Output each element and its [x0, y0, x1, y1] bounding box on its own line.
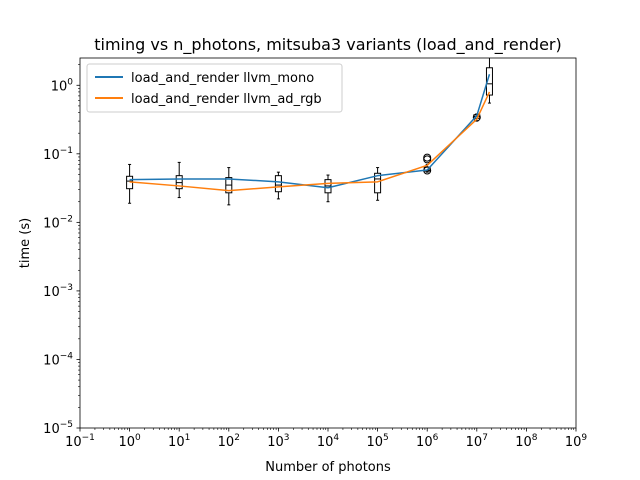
tick-label-exponent: 6 — [433, 433, 439, 443]
boxplot — [175, 161, 183, 199]
x-axis-label: Number of photons — [265, 460, 391, 475]
tick-label-base: 10 — [366, 435, 383, 450]
boxplot — [225, 167, 233, 206]
tick-label-base: 10 — [118, 435, 135, 450]
tick-label-exponent: −4 — [60, 351, 74, 361]
series-line-2 — [129, 91, 491, 192]
x-tick-label: 106 — [416, 433, 439, 450]
y-axis-label: time (s) — [18, 218, 33, 268]
tick-label-base: 10 — [65, 435, 82, 450]
tick-label-exponent: 2 — [234, 433, 240, 443]
chart-title: timing vs n_photons, mitsuba3 variants (… — [94, 35, 561, 55]
boxplot — [274, 171, 282, 200]
tick-label-exponent: 4 — [333, 433, 339, 443]
x-tick-label: 108 — [515, 433, 538, 450]
boxplot-outlier — [423, 153, 432, 162]
tick-label-exponent: −1 — [82, 433, 95, 443]
tick-label-exponent: −5 — [60, 420, 73, 430]
y-tick-label: 100 — [51, 77, 74, 94]
x-tick-label: 102 — [218, 433, 240, 450]
tick-label-exponent: −2 — [60, 214, 73, 224]
boxplot — [374, 167, 382, 201]
boxplot-box — [274, 175, 282, 193]
boxplot — [126, 163, 134, 204]
tick-label-exponent: 5 — [383, 433, 389, 443]
boxplot-box — [374, 172, 382, 194]
tick-label-base: 10 — [565, 435, 582, 450]
legend: load_and_render llvm_mono load_and_render… — [86, 63, 343, 113]
x-tick-label: 104 — [317, 433, 340, 450]
y-tick-label: 10−4 — [43, 351, 73, 368]
tick-label-base: 10 — [218, 435, 235, 450]
y-tick-label: 10−1 — [43, 146, 73, 163]
x-tick-label: 107 — [466, 433, 488, 450]
tick-label-base: 10 — [43, 422, 60, 437]
y-tick-label: 10−3 — [43, 283, 73, 300]
tick-label-exponent: 8 — [532, 433, 538, 443]
tick-label-base: 10 — [43, 216, 60, 231]
plot-area: 10−1 100 101 102 103 104 105 106 107 108 10910−510… — [43, 57, 587, 450]
legend-frame — [86, 63, 343, 113]
legend-label-1: load_and_render llvm_mono — [131, 71, 314, 86]
tick-label-base: 10 — [515, 435, 532, 450]
boxplot-box — [485, 67, 493, 96]
tick-label-base: 10 — [267, 435, 284, 450]
tick-label-exponent: 7 — [482, 433, 488, 443]
tick-label-exponent: 9 — [581, 433, 587, 443]
boxplot — [324, 174, 332, 203]
tick-label-exponent: −3 — [60, 283, 73, 293]
x-tick-label: 103 — [267, 433, 289, 450]
x-tick-label: 10−1 — [65, 433, 95, 450]
boxplot — [485, 58, 493, 104]
tick-label-base: 10 — [317, 435, 334, 450]
tick-label-exponent: 3 — [284, 433, 290, 443]
tick-label-exponent: −1 — [60, 146, 73, 156]
tick-label-base: 10 — [43, 148, 60, 163]
tick-label-base: 10 — [43, 353, 60, 368]
data-layer — [126, 58, 493, 206]
legend-label-2: load_and_render llvm_ad_rgb — [131, 92, 322, 107]
x-tick-label: 101 — [168, 433, 190, 450]
tick-label-exponent: 0 — [135, 433, 141, 443]
tick-label-base: 10 — [416, 435, 433, 450]
tick-label-base: 10 — [43, 285, 60, 300]
tick-label-exponent: 1 — [185, 433, 191, 443]
tick-label-base: 10 — [51, 79, 68, 94]
y-tick-label: 10−2 — [43, 214, 73, 231]
x-tick-label: 100 — [118, 433, 141, 450]
y-tick-label: 10−5 — [43, 420, 73, 437]
tick-label-base: 10 — [466, 435, 483, 450]
x-tick-label: 109 — [565, 433, 588, 450]
x-tick-label: 105 — [366, 433, 388, 450]
tick-label-exponent: 0 — [67, 77, 73, 87]
tick-label-base: 10 — [168, 435, 185, 450]
